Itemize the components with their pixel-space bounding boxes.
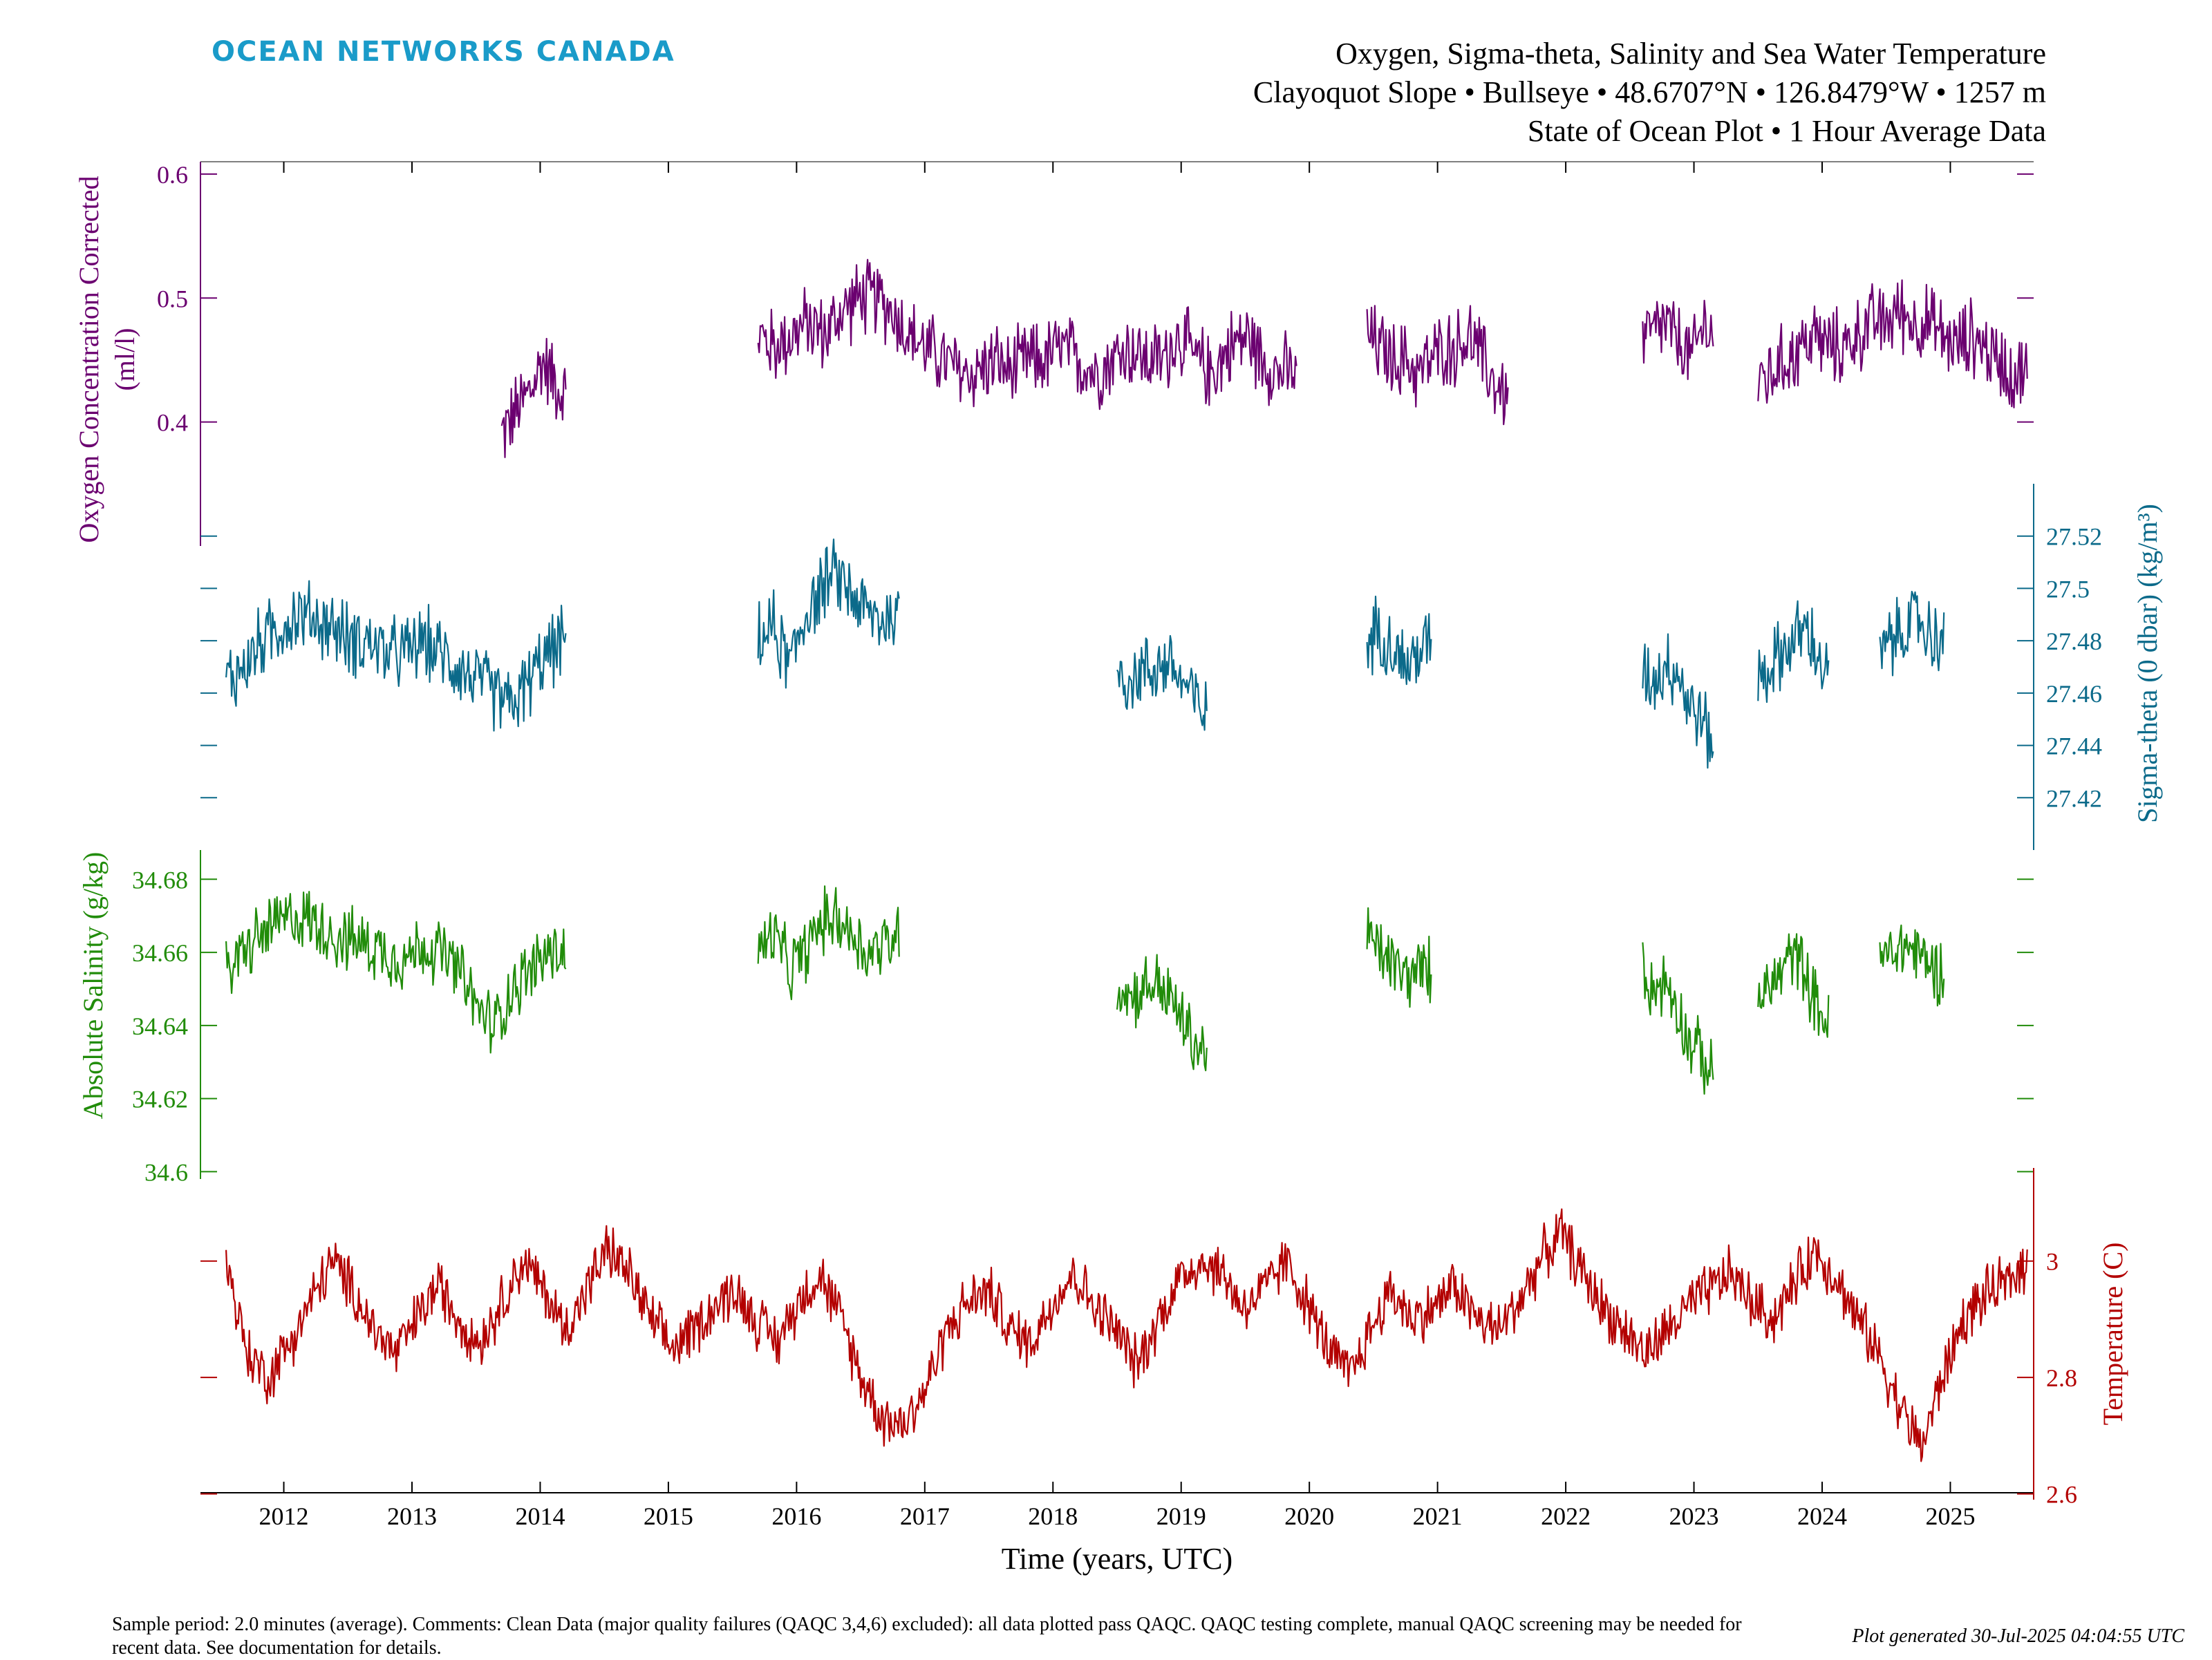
sigma-data-segment-7: [1879, 590, 1945, 677]
sigma-data-segment-5: [1642, 633, 1714, 769]
data-subtitle: State of Ocean Plot • 1 Hour Average Dat…: [1527, 114, 2046, 148]
sigma-tick-label: 27.48: [2046, 628, 2102, 655]
temperature-tick-label: 2.8: [2046, 1364, 2077, 1392]
oxygen-data-segment-5: [1757, 279, 2028, 408]
sigma-tick-label: 27.46: [2046, 680, 2102, 708]
sigma-theta-series-layer: [225, 538, 1945, 769]
salinity-axis-label: Absolute Salinity (g/kg): [77, 852, 109, 1120]
oxygen-series-layer: [500, 258, 2028, 458]
x-tick-label: 2025: [1925, 1502, 1975, 1530]
axes-layer: 2012 2013 2014 2015 2016 2017 2018 2019 2020 2021…: [132, 161, 2102, 1530]
salinity-data-segment-2: [757, 885, 900, 1001]
x-tick-label: 2023: [1669, 1502, 1719, 1530]
generated-timestamp: Plot generated 30-Jul-2025 04:04:55 UTC: [1852, 1625, 2184, 1647]
footer-comment: Sample period: 2.0 minutes (average). Co…: [112, 1614, 1742, 1659]
x-tick-label: 2020: [1284, 1502, 1334, 1530]
salinity-data-segment-1: [225, 891, 567, 1054]
salinity-series-layer: [225, 885, 1945, 1095]
sigma-tick-label: 27.5: [2046, 575, 2090, 603]
location-subtitle: Clayoquot Slope • Bullseye • 48.6707°N •…: [1253, 75, 2046, 109]
x-tick-label: 2022: [1541, 1502, 1591, 1530]
oxygen-axis-unit: (ml/l): [109, 328, 140, 390]
salinity-tick-label: 34.68: [132, 866, 188, 894]
x-tick-label: 2012: [259, 1502, 309, 1530]
temperature-series-layer: [225, 1208, 2028, 1462]
oxygen-data-segment-1: [500, 337, 567, 458]
x-tick-label: 2024: [1797, 1502, 1847, 1530]
x-tick-label: 2014: [515, 1502, 565, 1530]
sigma-tick-label: 27.52: [2046, 523, 2102, 551]
oxygen-data-segment-3: [1366, 305, 1509, 426]
salinity-tick-label: 34.6: [144, 1158, 188, 1186]
oxygen-tick-label: 0.5: [157, 285, 188, 312]
sigma-data-segment-6: [1757, 600, 1830, 704]
temperature-tick-label: 3: [2046, 1248, 2059, 1276]
oxygen-data-segment-4: [1642, 299, 1714, 381]
oxygen-tick-label: 0.4: [157, 409, 188, 437]
salinity-tick-label: 34.62: [132, 1086, 188, 1113]
salinity-data-segment-3: [1116, 954, 1208, 1072]
salinity-data-segment-4: [1366, 907, 1432, 1008]
oxygen-tick-label: 0.6: [157, 161, 188, 189]
x-tick-label: 2021: [1413, 1502, 1463, 1530]
salinity-tick-label: 34.64: [132, 1012, 188, 1040]
x-tick-label: 2017: [900, 1502, 950, 1530]
sigma-data-segment-3: [1116, 634, 1208, 731]
temperature-tick-label: 2.6: [2046, 1481, 2077, 1509]
chart-title: Oxygen, Sigma-theta, Salinity and Sea Wa…: [1335, 37, 2046, 70]
sigma-tick-label: 27.44: [2046, 733, 2102, 760]
temperature-data-segment-1: [225, 1208, 2028, 1462]
x-tick-label: 2016: [771, 1502, 821, 1530]
x-tick-label: 2013: [387, 1502, 437, 1530]
sigma-data-segment-1: [225, 580, 567, 732]
salinity-data-segment-5: [1642, 942, 1714, 1095]
x-tick-label: 2019: [1156, 1502, 1206, 1530]
x-axis-label: Time (years, UTC): [1002, 1542, 1232, 1576]
x-tick-label: 2018: [1028, 1502, 1078, 1530]
sigma-data-segment-2: [757, 538, 900, 689]
salinity-data-segment-6: [1757, 933, 1830, 1038]
salinity-tick-label: 34.66: [132, 939, 188, 967]
oxygen-axis-label: Oxygen Concentration Corrected: [73, 176, 104, 543]
sigma-data-segment-4: [1366, 595, 1432, 686]
x-tick-label: 2015: [644, 1502, 693, 1530]
sigma-tick-label: 27.42: [2046, 784, 2102, 812]
sigma-theta-axis-label: Sigma-theta (0 dbar) (kg/m³): [2132, 504, 2163, 823]
salinity-data-segment-7: [1879, 924, 1945, 1007]
ocean-networks-canada-logo: OCEAN NETWORKS CANADA: [212, 36, 675, 68]
temperature-axis-label: Temperature (C): [2097, 1243, 2128, 1426]
oxygen-data-segment-2: [757, 258, 1297, 411]
